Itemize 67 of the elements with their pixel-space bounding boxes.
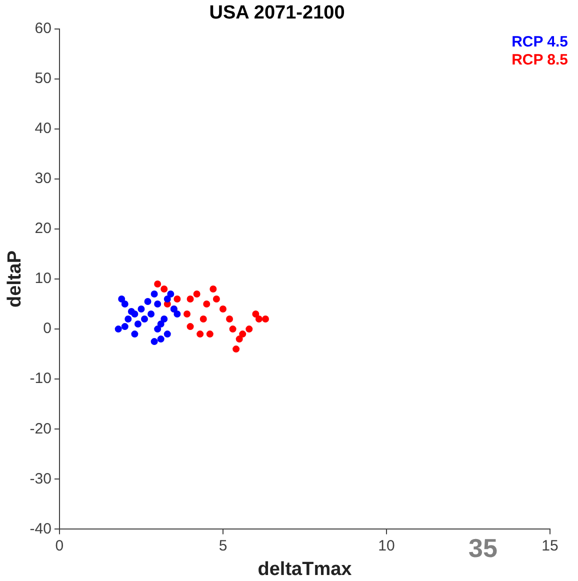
point xyxy=(121,300,128,308)
y-tick-label: -20 xyxy=(30,420,52,438)
y-tick-label: 50 xyxy=(34,70,52,87)
y-tick-label: 0 xyxy=(43,320,52,338)
point xyxy=(174,310,181,318)
point xyxy=(167,290,174,298)
point xyxy=(210,286,217,293)
point xyxy=(157,336,164,343)
point xyxy=(193,290,200,298)
point xyxy=(200,316,207,323)
y-tick-label: -30 xyxy=(30,470,52,488)
point xyxy=(186,323,194,330)
x-tick-label: 10 xyxy=(378,537,395,554)
point xyxy=(229,326,236,333)
y-tick-label: -40 xyxy=(30,520,52,538)
text: RCP 8.5 xyxy=(512,51,568,68)
point xyxy=(118,296,126,303)
y-tick-label: 60 xyxy=(34,20,52,37)
point xyxy=(236,336,243,343)
point xyxy=(114,326,122,333)
point xyxy=(157,320,164,328)
x-axis-title: deltaTmax xyxy=(258,558,352,580)
point xyxy=(174,296,181,303)
x-tick-label: 5 xyxy=(218,537,228,554)
point xyxy=(212,296,220,303)
point xyxy=(150,338,158,346)
point xyxy=(121,323,128,330)
point xyxy=(255,316,262,323)
point xyxy=(124,316,132,323)
y-tick-label: 40 xyxy=(34,120,52,138)
point xyxy=(219,306,226,313)
point xyxy=(252,310,260,318)
point xyxy=(164,330,171,338)
point xyxy=(239,330,246,338)
point xyxy=(246,326,253,333)
x-tick-label: 15 xyxy=(542,537,558,554)
point xyxy=(196,330,204,338)
point xyxy=(131,330,138,338)
point xyxy=(203,300,210,308)
point xyxy=(141,316,148,323)
point xyxy=(150,290,158,298)
point xyxy=(154,300,162,308)
point xyxy=(232,346,240,353)
y-tick-label: 30 xyxy=(34,170,52,188)
y-tick-label: -10 xyxy=(30,370,52,388)
point xyxy=(138,306,145,313)
point xyxy=(184,310,191,318)
text: RCP 4.5 xyxy=(512,33,568,50)
point xyxy=(128,308,135,316)
point xyxy=(154,280,162,288)
point xyxy=(206,330,214,338)
point xyxy=(144,298,152,306)
point xyxy=(262,316,269,323)
text: 35 xyxy=(468,533,498,564)
y-axis-title: deltaP xyxy=(4,250,26,308)
point xyxy=(164,296,171,303)
point xyxy=(148,310,155,318)
point xyxy=(134,320,142,328)
y-tick-label: 20 xyxy=(34,220,52,238)
point xyxy=(160,316,168,323)
point xyxy=(186,296,194,303)
point xyxy=(160,286,168,293)
point xyxy=(226,316,234,323)
chart-title: USA 2071-2100 xyxy=(209,2,345,24)
x-tick-label: 0 xyxy=(55,537,64,554)
point xyxy=(154,326,162,333)
y-tick-label: 10 xyxy=(34,270,52,288)
